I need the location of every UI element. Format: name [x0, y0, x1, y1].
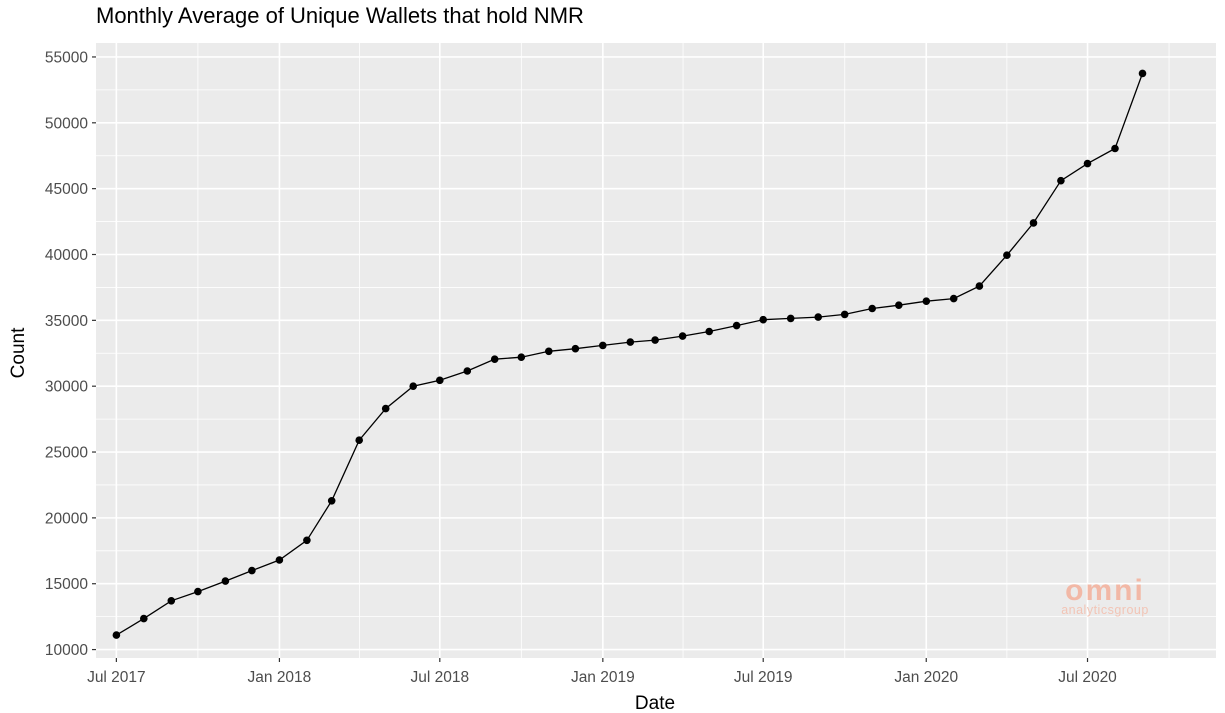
y-tick-label: 40000 — [45, 247, 88, 264]
data-point — [112, 631, 121, 639]
data-point — [814, 313, 822, 321]
data-point — [303, 536, 311, 545]
data-point — [868, 304, 876, 313]
data-point — [517, 353, 526, 362]
x-axis-label: Date — [635, 693, 675, 713]
data-point — [705, 327, 713, 336]
y-tick-label: 45000 — [45, 181, 88, 198]
data-point — [221, 577, 230, 585]
data-point — [1111, 144, 1119, 153]
data-point — [275, 556, 284, 564]
data-point — [571, 344, 580, 353]
data-point — [1003, 251, 1011, 259]
x-tick-label: Jan 2019 — [571, 669, 635, 686]
watermark-tagline-1: analytics — [1061, 603, 1114, 617]
data-point — [355, 436, 364, 445]
data-point — [1057, 176, 1065, 185]
data-point — [626, 338, 635, 346]
data-point — [436, 376, 444, 385]
y-axis: 10000 15000 20000 25000 30000 35000 40000 45000… — [45, 49, 96, 659]
y-tick-label: 55000 — [45, 49, 88, 66]
series-points — [112, 69, 1147, 639]
data-point — [1138, 69, 1147, 78]
y-tick-label: 50000 — [45, 115, 88, 132]
data-point — [194, 587, 202, 596]
x-tick-label: Jul 2020 — [1058, 669, 1117, 686]
data-point — [759, 315, 767, 324]
x-tick-label: Jan 2020 — [894, 669, 958, 686]
y-tick-label: 15000 — [45, 576, 88, 593]
x-axis: Jul 2017 Jan 2018 Jul 2018 Jan 2019 Jul 2019… — [87, 658, 1117, 686]
x-tick-label: Jul 2019 — [734, 669, 793, 686]
y-tick-label: 20000 — [45, 510, 88, 527]
chart-title: Monthly Average of Unique Wallets that h… — [96, 3, 584, 28]
data-point — [678, 332, 687, 340]
x-tick-label: Jul 2018 — [410, 669, 469, 686]
data-point — [786, 314, 795, 323]
x-tick-label: Jan 2018 — [248, 669, 312, 686]
data-point — [140, 614, 148, 623]
y-axis-label: Count — [8, 327, 29, 378]
data-point — [463, 367, 472, 375]
y-tick-label: 25000 — [45, 445, 88, 462]
watermark-logo: omni analyticsgroup — [1061, 574, 1149, 617]
y-tick-label: 10000 — [45, 642, 88, 659]
data-point — [840, 310, 849, 319]
data-point — [651, 336, 659, 344]
y-tick-label: 30000 — [45, 379, 88, 396]
data-point — [732, 321, 741, 330]
plot-panel — [96, 43, 1216, 658]
data-point — [975, 282, 984, 290]
data-point — [248, 566, 256, 575]
data-point — [327, 497, 336, 505]
data-point — [490, 355, 499, 364]
data-point — [381, 404, 390, 413]
data-point — [895, 301, 903, 310]
watermark-brand: omni — [1065, 574, 1145, 607]
y-tick-label: 35000 — [45, 313, 88, 330]
gridlines — [96, 43, 1216, 658]
data-point — [409, 382, 418, 391]
watermark-tagline: analyticsgroup — [1061, 603, 1149, 617]
watermark-tagline-2: group — [1114, 603, 1148, 617]
data-point — [1029, 219, 1038, 227]
data-point — [922, 297, 931, 306]
x-tick-label: Jul 2017 — [87, 669, 146, 686]
data-point — [1083, 159, 1092, 168]
data-point — [545, 347, 553, 356]
data-point — [167, 597, 176, 605]
data-point — [949, 294, 958, 303]
data-point — [599, 341, 607, 350]
